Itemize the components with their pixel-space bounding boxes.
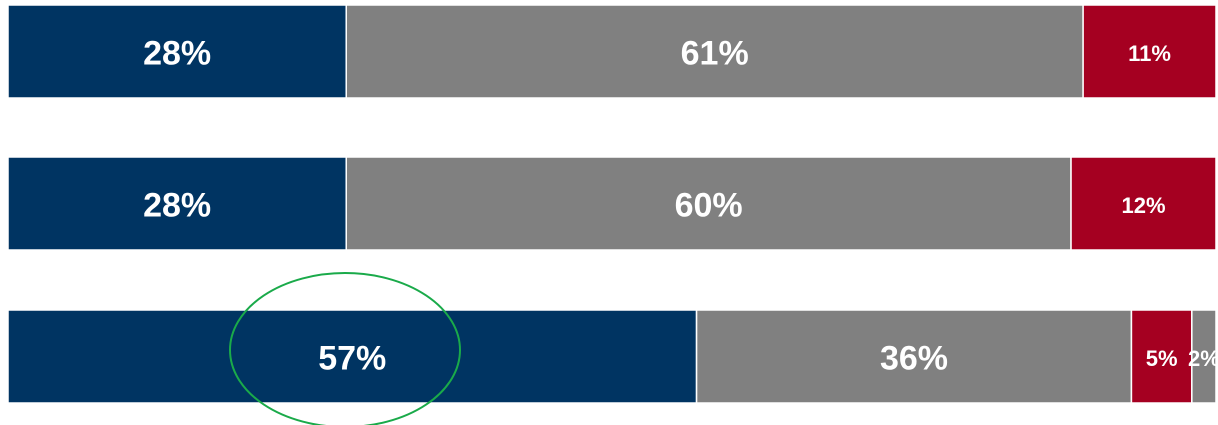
bar-segment — [7, 309, 698, 404]
bar-segment — [345, 156, 1072, 251]
value-label: 61% — [681, 35, 749, 73]
bar-segment — [1191, 309, 1217, 404]
value-label: 57% — [318, 340, 386, 378]
bar-segment — [345, 4, 1084, 99]
value-label: 11% — [1128, 41, 1171, 66]
bar-segment — [1070, 156, 1217, 251]
bar-segment — [695, 309, 1133, 404]
value-label: 12% — [1121, 193, 1165, 218]
bar-segment — [7, 156, 347, 251]
value-label: 5% — [1146, 346, 1178, 371]
value-label: 28% — [143, 187, 211, 225]
value-label: 60% — [675, 187, 743, 225]
bar-segment — [7, 4, 347, 99]
bar-segment — [1130, 309, 1193, 404]
highlight-ellipse — [229, 272, 461, 425]
bar-segment — [1082, 4, 1217, 99]
value-label: 36% — [880, 340, 948, 378]
value-label: 28% — [143, 35, 211, 73]
value-label: 2% — [1188, 346, 1218, 371]
bars: 28% 61% 11% 28% 60% 12% 57% 36% 5% 2% — [7, 4, 1218, 404]
